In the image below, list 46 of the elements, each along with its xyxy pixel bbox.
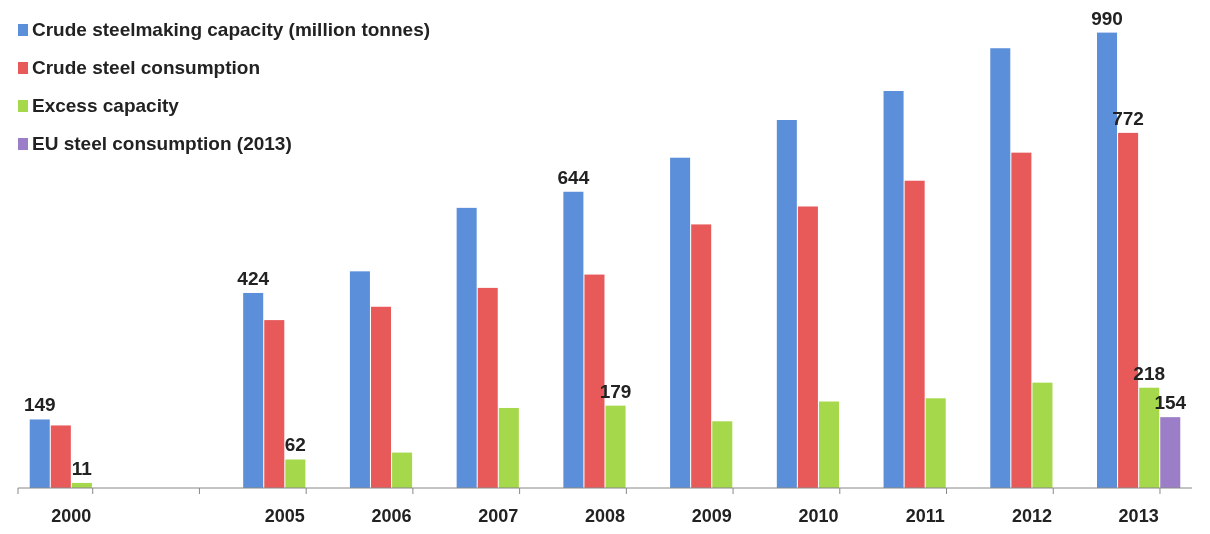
x-tick-label: 2010 — [798, 506, 839, 526]
bar — [712, 421, 733, 488]
bar — [392, 452, 413, 488]
x-tick-label: 2007 — [478, 506, 519, 526]
legend-label: Crude steelmaking capacity (million tonnes) — [32, 19, 431, 40]
bar — [1032, 382, 1053, 488]
bar — [904, 180, 925, 488]
x-tick-label: 2005 — [264, 506, 305, 526]
bar — [691, 224, 712, 488]
bar — [990, 48, 1011, 488]
data-label: 149 — [23, 394, 56, 416]
bar — [285, 459, 306, 488]
x-tick-label: 2008 — [584, 506, 626, 526]
bar — [670, 157, 691, 488]
bar — [477, 287, 498, 488]
bar — [264, 320, 285, 488]
x-tick-label: 2013 — [1118, 506, 1159, 526]
bar — [498, 407, 519, 488]
bar — [776, 120, 797, 488]
data-label: 62 — [284, 434, 306, 456]
x-tick-label: 2011 — [905, 506, 945, 526]
bar — [349, 271, 370, 488]
bar — [1160, 417, 1181, 488]
data-label: 424 — [237, 267, 270, 289]
bar — [456, 207, 477, 488]
legend-label: Excess capacity — [32, 95, 180, 116]
bar — [883, 91, 904, 488]
bar — [925, 398, 946, 488]
bar — [797, 206, 818, 488]
legend-label: EU steel consumption (2013) — [32, 133, 292, 154]
bar — [563, 191, 584, 488]
data-label: 990 — [1091, 7, 1123, 29]
data-label: 11 — [71, 457, 93, 479]
legend-label: Crude steel consumption — [32, 57, 261, 78]
bar — [50, 425, 71, 488]
bar — [1011, 152, 1032, 488]
bar — [605, 405, 626, 488]
bar — [243, 292, 264, 488]
x-tick-label: 2009 — [691, 506, 732, 526]
bar — [29, 419, 50, 488]
bar — [370, 306, 392, 488]
x-tick-label: 2000 — [51, 506, 92, 526]
data-label: 644 — [557, 166, 590, 188]
x-tick-label: 2006 — [371, 506, 412, 526]
x-tick-label: 2012 — [1011, 506, 1052, 526]
bar — [818, 401, 840, 488]
